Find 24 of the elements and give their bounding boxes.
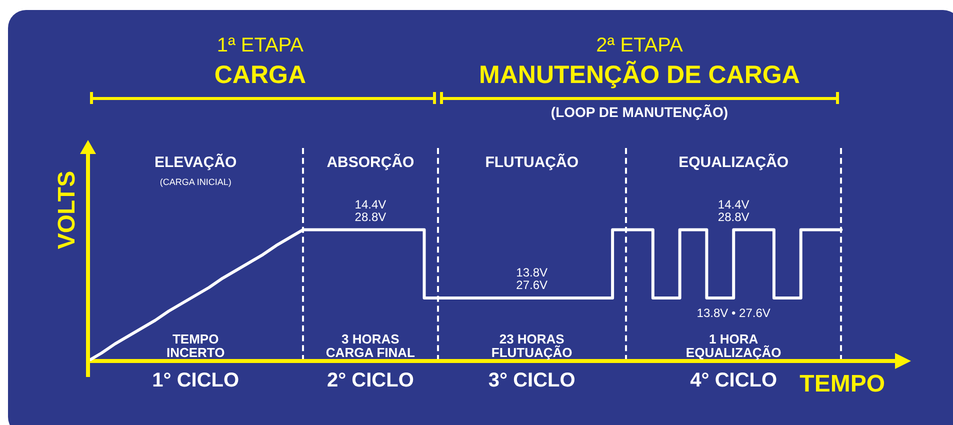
text: CARGA	[214, 61, 306, 90]
text: 14.4V 28.8V	[718, 197, 750, 224]
text: 14.4V 28.8V	[354, 197, 386, 224]
annotation: 1 HORA EQUALIZAÇÃO	[686, 331, 782, 360]
x-tick-label: 4° CICLO	[690, 370, 778, 392]
x-tick-label: 2° CICLO	[326, 370, 414, 392]
text: 2ª ETAPA	[596, 34, 684, 56]
text: (LOOP DE MANUTENÇÃO)	[550, 104, 728, 120]
y-axis-title: VOLTS	[54, 170, 81, 250]
text: FLUTUAÇÃO	[485, 152, 579, 171]
text: EQUALIZAÇÃO	[678, 152, 789, 171]
annotation: TEMPO INCERTO	[166, 331, 225, 360]
text: ABSORÇÃO	[326, 152, 415, 171]
text: 1ª ETAPA	[216, 34, 304, 56]
x-tick-label: 3° CICLO	[488, 370, 576, 392]
annotation: 13.8V 27.6V	[516, 266, 548, 292]
annotation: 23 HORAS FLUTUAÇÃO	[491, 331, 572, 360]
x-axis-title: TEMPO	[800, 370, 885, 398]
text: ELEVAÇÃO	[154, 152, 238, 171]
annotation: 3 HORAS CARGA FINAL	[326, 331, 416, 360]
text: (CARGA INICIAL)	[160, 176, 232, 187]
annotation: 13.8V • 27.6V	[696, 306, 770, 320]
x-tick-label: 1° CICLO	[152, 370, 240, 392]
text: MANUTENÇÃO DE CARGA	[479, 60, 800, 90]
